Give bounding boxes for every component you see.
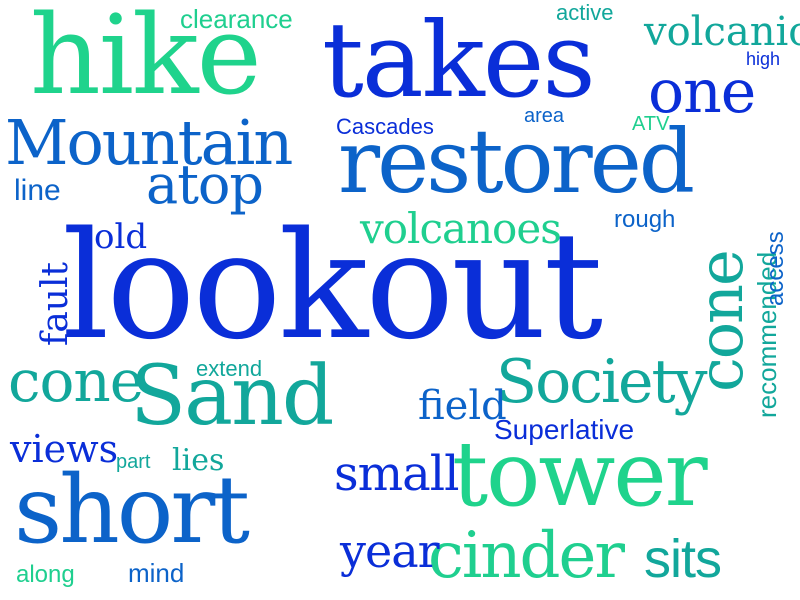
word-atop: atop (146, 153, 264, 216)
word-views: lies (172, 443, 225, 478)
word-cinder: cinder (428, 519, 625, 593)
word-cascades: Superlative (494, 414, 635, 445)
word-year: small (334, 446, 459, 502)
word-lies: field (418, 383, 507, 429)
word-bear: access (762, 231, 789, 306)
word-along: fault (35, 262, 76, 346)
word-small: sits (644, 529, 722, 589)
word-rough: active (556, 0, 614, 25)
word-recommended: extend (196, 356, 263, 381)
word-takes: takes (322, 0, 596, 121)
word-restored: restored (338, 110, 695, 213)
word-sits: one (648, 57, 756, 127)
word-volcanoes: volcanoes (360, 204, 562, 253)
word-lookout: lookout (62, 200, 603, 372)
word-field: volcanic (644, 9, 800, 55)
word-mountain: Mountain (5, 106, 293, 179)
word-atv: high (746, 49, 781, 69)
word-quite: rough (614, 206, 676, 233)
word-volcanic: old (94, 217, 148, 257)
word-clearance: Cascades (336, 114, 434, 139)
word-fault: line (14, 174, 61, 207)
word-cone-actual: cone (684, 251, 757, 392)
word-one: cone (8, 347, 144, 415)
word-society: Society (496, 347, 708, 417)
word-extend: clearance (180, 4, 293, 34)
word-hike: hike (30, 0, 262, 119)
word-area: ATV (632, 113, 670, 135)
word-line: views (10, 427, 119, 471)
word-tower: tower (452, 422, 708, 527)
word-mind: along (16, 561, 75, 588)
word-sand: Sand (130, 349, 334, 444)
word-old: year (340, 524, 440, 578)
word-active: area (524, 105, 565, 127)
word-superlative: mind (128, 558, 185, 588)
word-short: short (14, 456, 250, 565)
word-high: part (116, 451, 151, 473)
